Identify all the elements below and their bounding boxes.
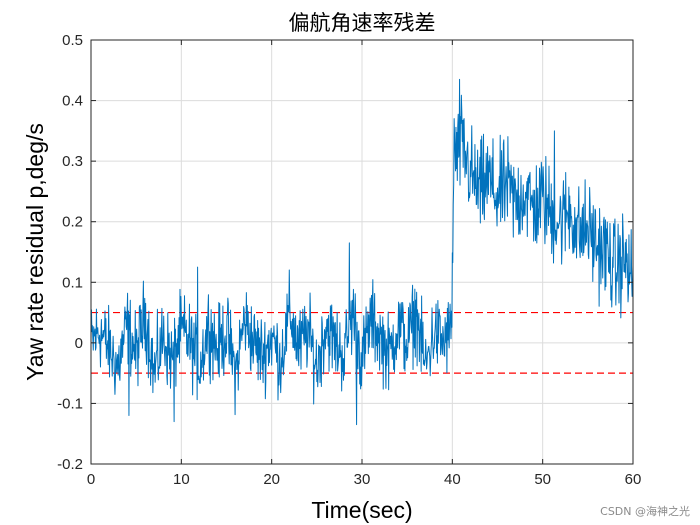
y-tick-label: 0.2: [62, 214, 83, 231]
x-tick-label: 30: [354, 471, 371, 488]
x-tick-label: 60: [625, 471, 642, 488]
x-ticks: 0 10 20 30 40 50 60: [87, 40, 642, 488]
x-tick-label: 10: [173, 471, 190, 488]
y-ticks: -0.2 -0.1 0 0.1 0.2 0.3 0.4 0.5: [57, 32, 633, 473]
series-layer: [90, 78, 634, 426]
y-tick-label: 0.3: [62, 153, 83, 170]
y-tick-label: 0.4: [62, 93, 83, 110]
x-axis-label: Time(sec): [311, 497, 412, 523]
series-line: [90, 78, 634, 426]
x-tick-label: 0: [87, 471, 95, 488]
y-tick-label: 0.1: [62, 274, 83, 291]
y-tick-label: 0: [75, 335, 83, 352]
y-axis-label: Yaw rate residual p,deg/s: [22, 123, 48, 381]
y-tick-label: -0.1: [57, 395, 83, 412]
x-tick-label: 40: [444, 471, 461, 488]
y-tick-label: -0.2: [57, 456, 83, 473]
x-tick-label: 20: [263, 471, 280, 488]
grid: [91, 40, 633, 464]
y-tick-label: 0.5: [62, 32, 83, 49]
watermark-text: CSDN @海神之光: [600, 504, 690, 518]
chart-title: 偏航角速率残差: [289, 11, 436, 35]
x-tick-label: 50: [534, 471, 551, 488]
